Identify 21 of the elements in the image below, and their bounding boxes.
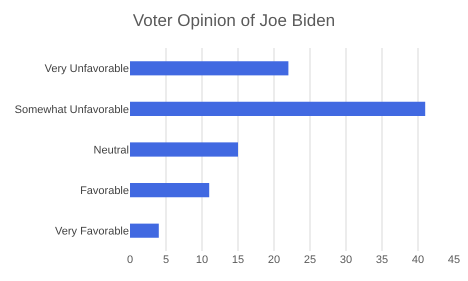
bar — [130, 183, 210, 198]
x-tick-label: 20 — [268, 254, 280, 266]
y-tick-label: Neutral — [94, 144, 129, 156]
y-tick-label: Somewhat Unfavorable — [14, 104, 129, 116]
x-tick-label: 5 — [162, 254, 170, 266]
chart-title: Voter Opinion of Joe Biden — [132, 10, 336, 30]
y-tick-label: Very Favorable — [55, 226, 129, 238]
bar — [130, 142, 238, 157]
x-tick-label: 0 — [126, 254, 134, 266]
x-tick-label: 35 — [376, 254, 388, 266]
bar — [130, 224, 159, 238]
x-tick-label: 40 — [412, 254, 424, 266]
x-tick-label: 10 — [196, 254, 208, 266]
x-tick-label: 25 — [304, 254, 316, 266]
x-tick-label: 30 — [340, 254, 352, 266]
x-tick-label: 45 — [448, 254, 460, 266]
bar — [130, 61, 288, 76]
y-tick-label: Very Unfavorable — [44, 63, 129, 76]
y-tick-label: Favorable — [80, 184, 129, 197]
x-tick-label: 15 — [232, 254, 244, 266]
bar — [130, 102, 426, 116]
